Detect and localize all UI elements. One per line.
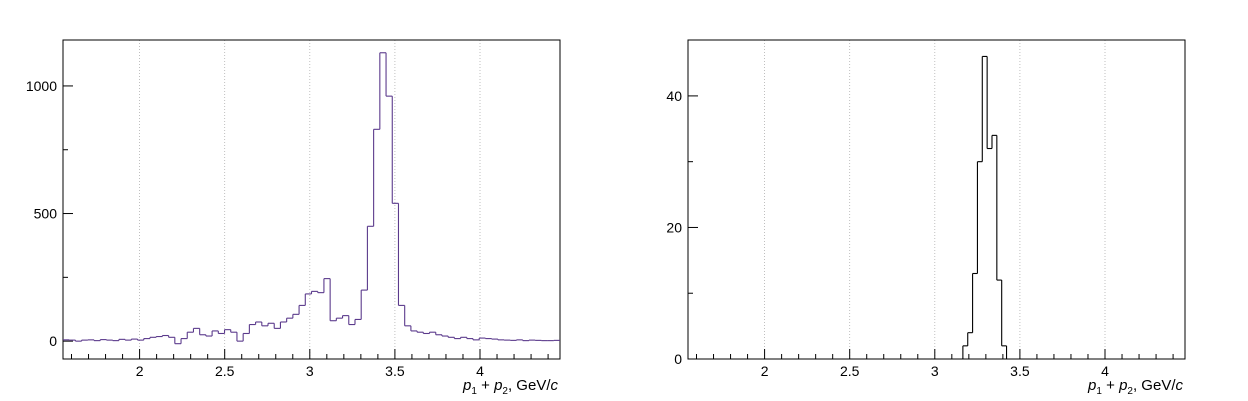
x-tick-label: 2.5 [215,363,235,379]
x-axis-title: p1 + p2, GeV/c [1087,377,1183,397]
y-tick-label: 40 [666,88,682,104]
plot-frame [687,39,1186,360]
x-tick-label: 4 [476,363,484,379]
x-tick-label: 4 [1101,363,1109,379]
x-tick-label: 3 [306,363,314,379]
x-tick-label: 3 [931,363,939,379]
x-tick-label: 3.5 [1010,363,1030,379]
x-tick-label: 3.5 [385,363,405,379]
x-tick-label: 2 [761,363,769,379]
y-tick-label: 0 [674,351,682,367]
y-tick-label: 0 [49,333,57,349]
x-axis-title: p1 + p2, GeV/c [462,377,558,397]
y-tick-label: 1000 [26,78,57,94]
y-tick-label: 20 [666,219,682,235]
x-tick-label: 2.5 [840,363,860,379]
x-tick-label: 2 [136,363,144,379]
plot-frame [62,39,561,360]
left-histogram-panel: 2 2.5 3 3.5 4 0 500 1000 p1 + p2, GeV/c [26,39,561,397]
y-tick-label: 500 [34,206,58,222]
